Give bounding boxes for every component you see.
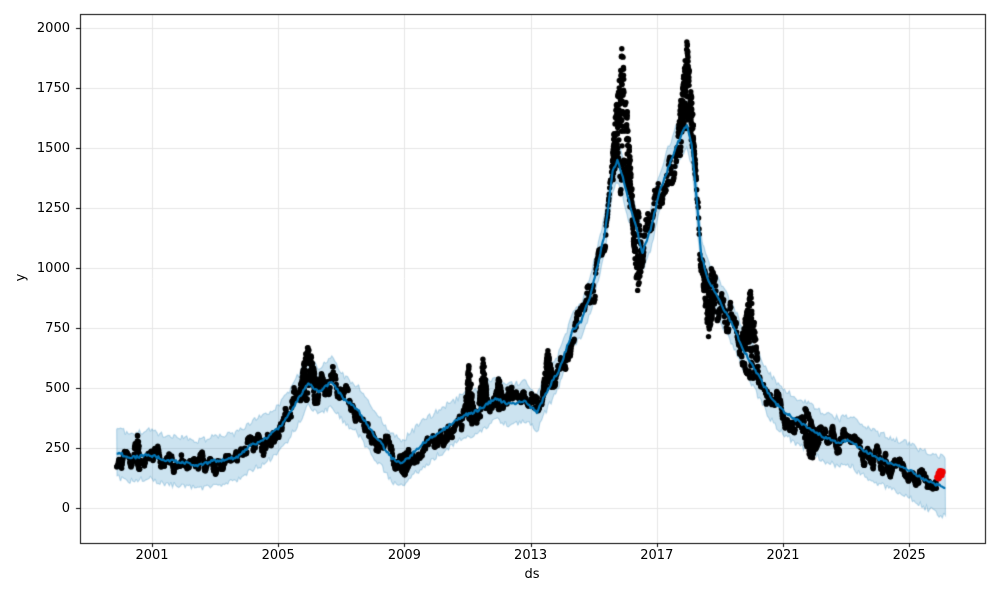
y-tick-label-1500: 1500: [36, 140, 70, 156]
y-axis-label: y: [13, 273, 29, 282]
y-tick-label-1750: 1750: [36, 80, 70, 96]
y-tick-label-500: 500: [45, 380, 70, 396]
x-axis-label: ds: [524, 567, 540, 582]
y-tick-label-1250: 1250: [36, 200, 70, 216]
x-tick-label-2013: 2013: [514, 548, 548, 563]
y-tick-label-0: 0: [61, 500, 70, 516]
x-tick-label-2001: 2001: [135, 548, 169, 563]
y-tick-label-2000: 2000: [36, 20, 70, 36]
x-tick-label-2009: 2009: [387, 548, 421, 563]
x-tick-label-2025: 2025: [892, 548, 926, 563]
y-tick-label-1000: 1000: [36, 260, 70, 276]
x-tick-label-2021: 2021: [766, 548, 800, 563]
y-tick-label-250: 250: [45, 440, 70, 456]
y-tick-label-750: 750: [45, 320, 70, 336]
x-tick-label-2017: 2017: [640, 548, 674, 563]
x-tick-label-2005: 2005: [261, 548, 295, 563]
